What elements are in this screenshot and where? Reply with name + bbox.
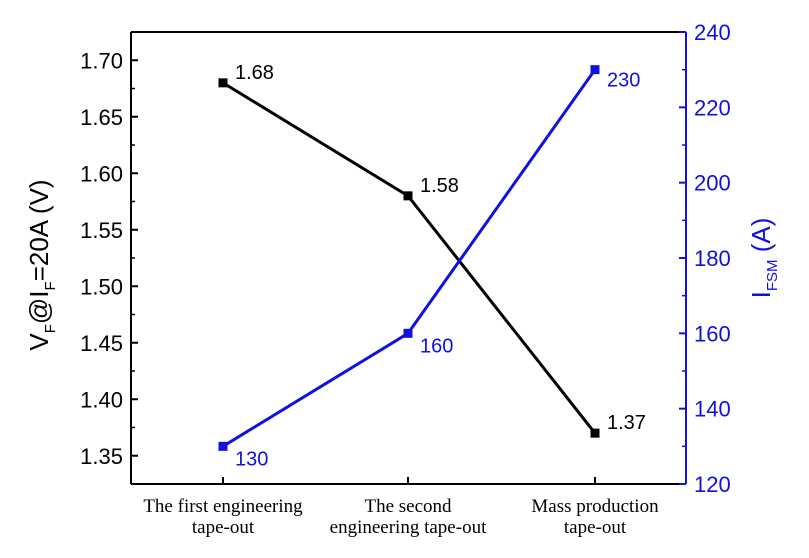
series-right-point bbox=[403, 328, 413, 338]
right-tick-label: 240 bbox=[694, 20, 731, 45]
left-tick-label: 1.50 bbox=[80, 274, 123, 299]
series-left-point bbox=[403, 191, 413, 201]
series-left-line bbox=[222, 81, 597, 435]
right-tick-label: 220 bbox=[694, 95, 731, 120]
left-tick-label: 1.65 bbox=[80, 105, 123, 130]
right-tick-label: 140 bbox=[694, 397, 731, 422]
left-tick-label: 1.55 bbox=[80, 218, 123, 243]
left-tick-label: 1.70 bbox=[80, 48, 123, 73]
series-left-point bbox=[218, 78, 228, 88]
data-label: 130 bbox=[235, 448, 268, 470]
left-axis-title: VF@IF=20A (V) bbox=[24, 179, 59, 350]
x-category-label: The first engineering bbox=[143, 496, 303, 517]
plot-area: 1.35 1.40 1.45 1.50 1.55 1.60 1.65 1.70 120 140 16… bbox=[80, 20, 731, 538]
data-label: 230 bbox=[607, 70, 640, 92]
left-tick-label: 1.60 bbox=[80, 161, 123, 186]
right-tick-label: 180 bbox=[694, 246, 731, 271]
data-label: 1.68 bbox=[235, 62, 274, 84]
data-label: 160 bbox=[420, 335, 453, 357]
data-label: 1.58 bbox=[420, 175, 459, 197]
series-left-point bbox=[590, 428, 600, 438]
right-tick-label: 120 bbox=[694, 472, 731, 497]
data-label: 1.37 bbox=[607, 412, 646, 434]
x-category-label: Mass production bbox=[531, 496, 659, 517]
left-tick-label: 1.45 bbox=[80, 331, 123, 356]
x-category-label: The second bbox=[364, 496, 452, 517]
x-category-label: tape-out bbox=[192, 517, 255, 538]
left-tick-label: 1.35 bbox=[80, 444, 123, 469]
x-category-label: tape-out bbox=[564, 517, 627, 538]
series-right-point bbox=[590, 65, 600, 75]
right-tick-label: 200 bbox=[694, 171, 731, 196]
left-tick-label: 1.40 bbox=[80, 387, 123, 412]
series-right-line bbox=[222, 68, 597, 448]
series-right-point bbox=[218, 441, 228, 451]
right-axis-title: IFSM (A) bbox=[746, 218, 781, 299]
x-category-label: engineering tape-out bbox=[330, 517, 487, 538]
right-tick-label: 160 bbox=[694, 321, 731, 346]
